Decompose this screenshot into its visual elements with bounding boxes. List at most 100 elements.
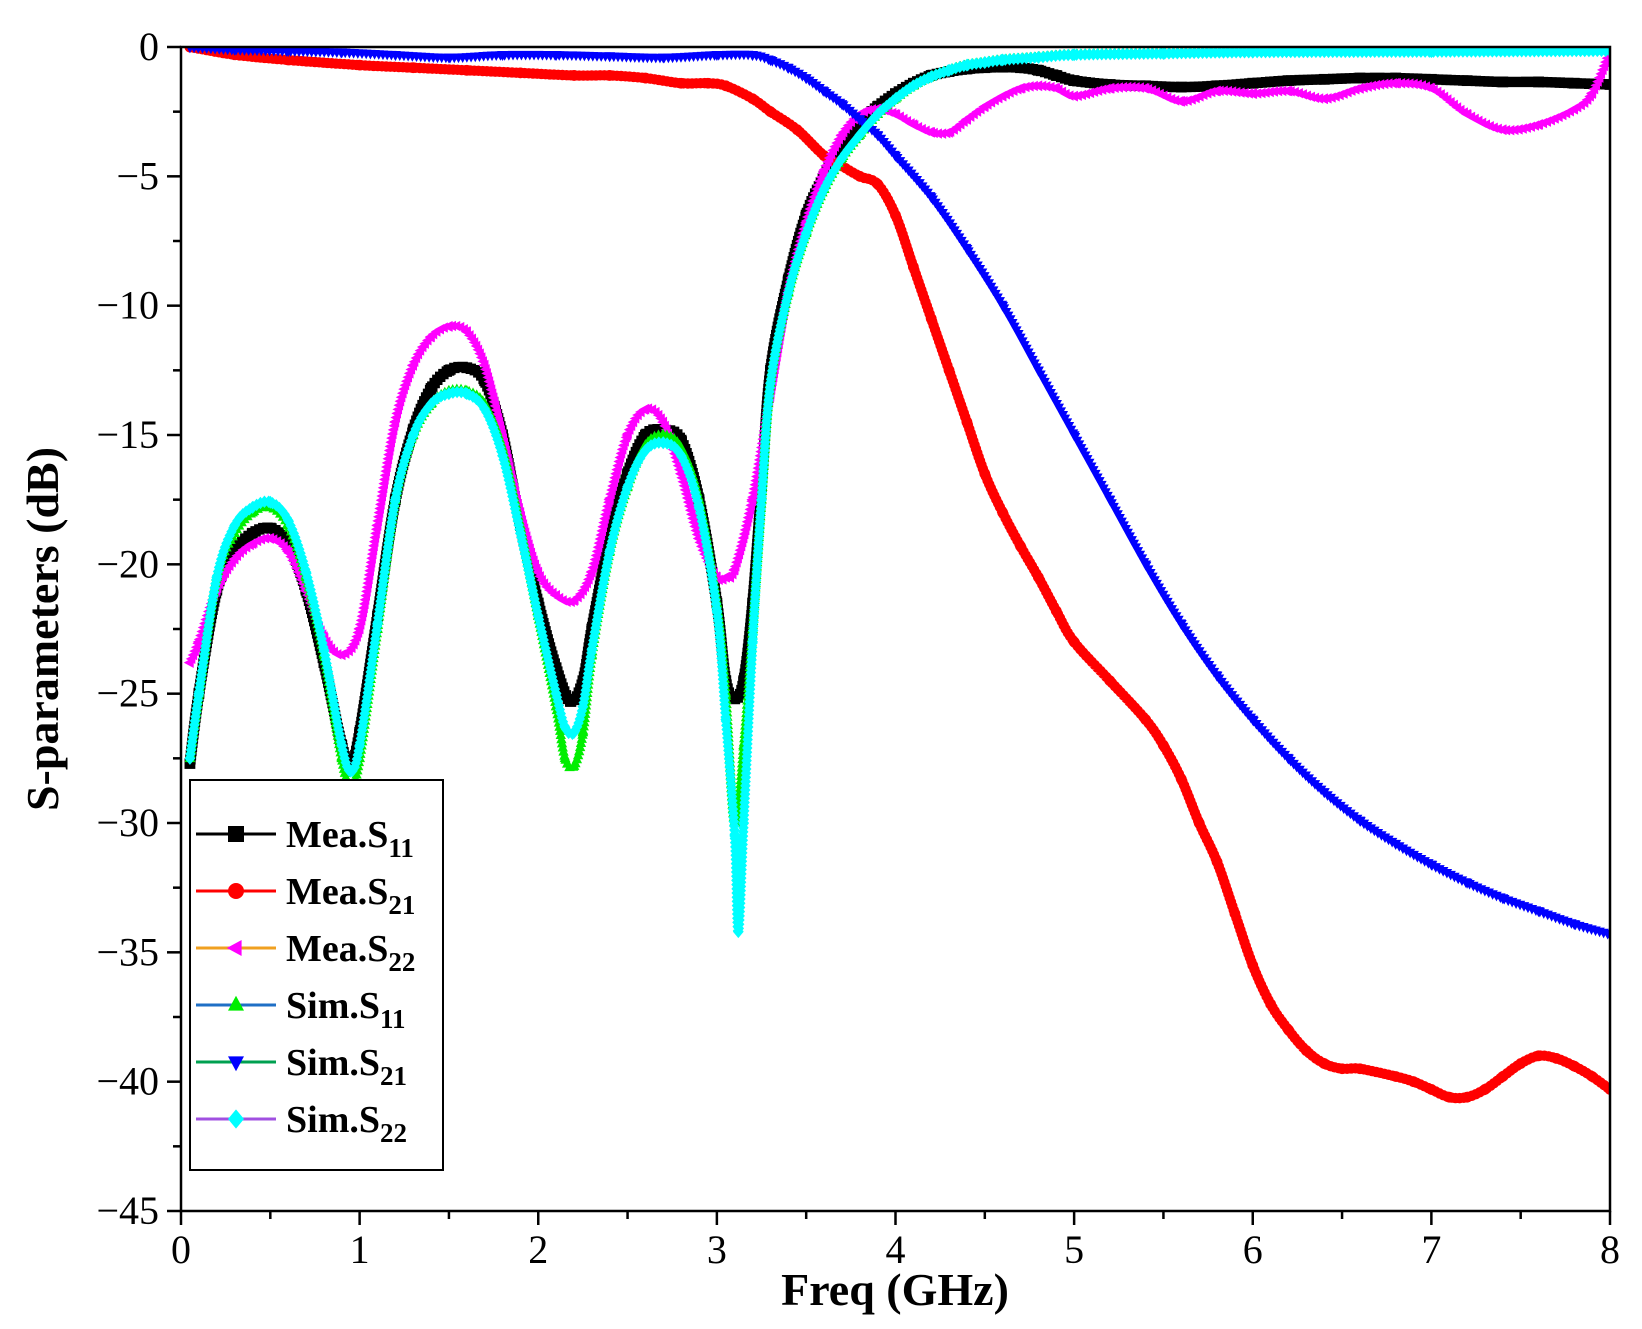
- data-point: [300, 565, 312, 579]
- data-point: [791, 124, 803, 136]
- data-point: [1193, 817, 1205, 829]
- y-tick-label: −10: [96, 283, 159, 328]
- data-point: [389, 493, 401, 507]
- data-point: [889, 108, 900, 120]
- data-point: [1318, 73, 1330, 85]
- series-line: [188, 49, 1610, 826]
- data-point: [1551, 1052, 1562, 1064]
- legend-label: Mea.S22: [286, 928, 415, 977]
- legend-label-subscript: 11: [388, 833, 414, 863]
- y-tick-label: −15: [96, 412, 159, 457]
- data-point: [1033, 571, 1044, 583]
- data-point: [1229, 908, 1241, 919]
- data-point: [1247, 715, 1259, 726]
- data-point: [281, 546, 292, 557]
- x-axis-title: Freq (GHz): [781, 1264, 1009, 1315]
- data-point: [1033, 366, 1044, 377]
- series-sim-s21: [186, 47, 1610, 941]
- data-point: [1497, 894, 1509, 905]
- data-point: [818, 87, 830, 98]
- data-point: [1139, 82, 1150, 94]
- data-point: [193, 687, 205, 701]
- data-point: [729, 693, 741, 705]
- data-point: [1354, 72, 1366, 84]
- data-point: [246, 538, 257, 550]
- legend-label-subscript: 11: [380, 1004, 406, 1034]
- data-point: [1068, 636, 1080, 648]
- data-point: [747, 635, 758, 649]
- data-point: [461, 64, 473, 76]
- data-point: [719, 571, 730, 583]
- data-point: [997, 507, 1009, 518]
- data-point: [907, 119, 918, 130]
- legend-box: [189, 779, 444, 1171]
- data-point: [996, 90, 1007, 102]
- legend-label-main: Mea.S: [286, 928, 388, 970]
- legend-label-main: Mea.S: [286, 814, 388, 856]
- data-point: [747, 93, 758, 105]
- data-point: [657, 416, 668, 428]
- data-point: [1585, 88, 1596, 99]
- series-clip-group: [183, 47, 1610, 1104]
- data-point: [1033, 50, 1044, 64]
- data-point: [657, 53, 669, 64]
- data-point: [1336, 1063, 1348, 1075]
- data-point: [1461, 878, 1473, 889]
- legend-label-main: Sim.S: [286, 1042, 380, 1084]
- data-point: [800, 226, 812, 240]
- data-point: [925, 193, 937, 204]
- data-point: [1032, 80, 1043, 92]
- data-point: [577, 726, 589, 737]
- data-point: [1015, 540, 1026, 552]
- data-point: [925, 70, 937, 84]
- data-point: [1425, 47, 1437, 59]
- data-point: [1568, 1060, 1580, 1072]
- data-point: [1158, 739, 1169, 751]
- series-layer: [183, 47, 1610, 1104]
- data-point: [817, 165, 828, 177]
- data-point: [1282, 85, 1293, 97]
- data-point: [514, 67, 526, 79]
- data-point: [184, 751, 196, 765]
- data-point: [692, 533, 703, 544]
- data-point: [1175, 95, 1186, 107]
- data-point: [1479, 1084, 1491, 1095]
- data-point: [1247, 77, 1259, 89]
- data-point: [336, 738, 348, 752]
- data-point: [836, 151, 848, 165]
- legend-item-mea-s22: Mea.S22: [196, 928, 415, 977]
- data-point: [997, 301, 1009, 312]
- data-point: [1211, 671, 1223, 682]
- series-markers: [185, 50, 1610, 665]
- data-point: [720, 80, 732, 92]
- data-point: [890, 151, 901, 162]
- legend-label: Sim.S21: [286, 1042, 407, 1091]
- data-point: [264, 533, 275, 544]
- data-point: [872, 131, 884, 142]
- data-point: [693, 500, 705, 514]
- data-point: [425, 383, 437, 394]
- data-point: [1050, 605, 1062, 617]
- series-mea-s22: [183, 48, 1610, 669]
- data-point: [711, 604, 723, 618]
- data-point: [890, 92, 901, 106]
- data-point: [443, 387, 455, 401]
- legend-marker: [226, 940, 242, 956]
- legend-label-subscript: 22: [388, 947, 415, 977]
- data-point: [229, 47, 240, 56]
- data-point: [497, 50, 508, 61]
- data-point: [1283, 75, 1294, 87]
- series-sim-s22: [184, 47, 1610, 939]
- series-line: [188, 66, 1610, 768]
- data-point: [1390, 1071, 1402, 1082]
- data-point: [1104, 675, 1116, 687]
- data-point: [1496, 124, 1507, 136]
- data-point: [389, 50, 401, 61]
- data-point: [1103, 82, 1114, 94]
- legend-label: Mea.S11: [286, 814, 414, 863]
- data-point: [1604, 79, 1610, 90]
- data-point: [746, 494, 757, 506]
- legend-marker: [228, 1056, 244, 1072]
- data-point: [1390, 839, 1402, 850]
